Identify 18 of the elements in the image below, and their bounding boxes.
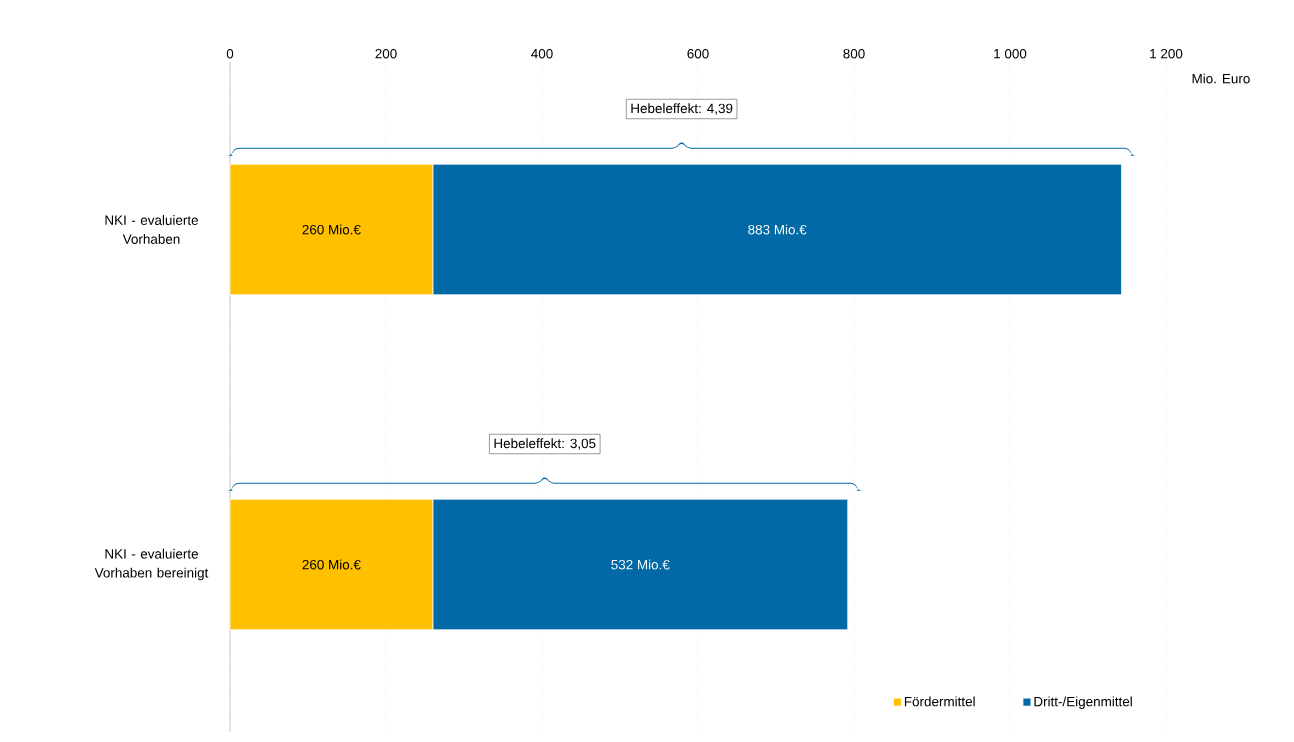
x-tick-label: 200 (375, 48, 397, 59)
data-label: 883 Mio.€ (748, 224, 807, 235)
legend-label: Dritt-/Eigenmittel (1034, 696, 1132, 710)
y-tick-label: NKI - evaluierte Vorhaben (105, 215, 198, 244)
y-tick-label: NKI - evaluierte Vorhaben bereinigt (94, 548, 209, 581)
data-label: 532 Mio.€ (611, 559, 670, 570)
data-label: 260 Mio.€ (302, 559, 361, 570)
x-tick-label: 600 (687, 48, 709, 59)
x-tick-label: 1 000 (994, 48, 1027, 59)
x-axis-title: Mio. Euro (1192, 73, 1250, 84)
annotation: Hebeleffekt: 4,39 (631, 103, 733, 115)
x-tick-label: 0 (226, 48, 234, 59)
legend-label: Fördermittel (904, 696, 975, 707)
x-tick-label: 400 (531, 48, 553, 59)
data-label: 260 Mio.€ (302, 224, 361, 235)
x-tick-label: 1 200 (1150, 48, 1183, 59)
annotation: Hebeleffekt: 3,05 (494, 438, 596, 450)
x-tick-label: 800 (843, 48, 865, 59)
